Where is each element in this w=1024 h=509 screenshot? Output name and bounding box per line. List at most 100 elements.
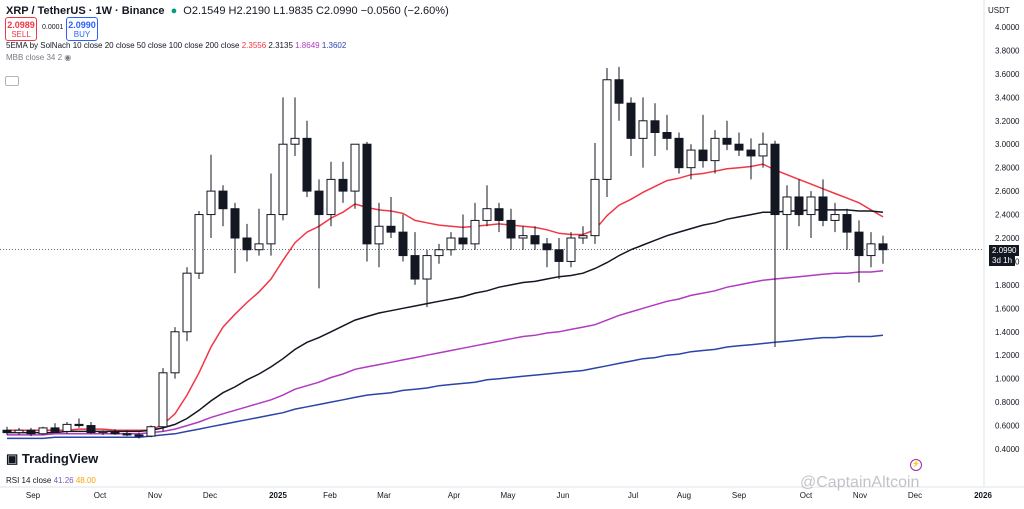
candle-body <box>794 196 804 216</box>
candle-body <box>650 120 660 134</box>
rsi-row[interactable]: RSI 14 close 41.26 48.00 <box>6 476 96 485</box>
candle-body <box>38 427 48 435</box>
collapse-legend-icon[interactable] <box>5 76 19 86</box>
candle-body <box>458 237 468 245</box>
candle-body <box>218 190 228 210</box>
market-status-icon: ● <box>170 5 178 17</box>
candle-body <box>290 137 300 145</box>
candle-body <box>350 143 360 192</box>
tradingview-logo[interactable]: ▣ TradingView <box>6 451 98 467</box>
x-tick-label: 2025 <box>269 491 287 500</box>
indicator-ema-row[interactable]: 5EMA by SolNach 10 close 20 close 50 clo… <box>6 41 346 50</box>
spread-value: 0.0001 <box>42 24 64 31</box>
candle-body <box>758 143 768 157</box>
candle-body <box>818 196 828 221</box>
candle-body <box>806 196 816 216</box>
candle-body <box>578 235 588 239</box>
eye-icon[interactable]: ◉ <box>64 53 72 62</box>
candle-body <box>518 235 528 239</box>
candle-body <box>50 427 60 432</box>
watermark: @CaptainAltcoin <box>800 474 919 492</box>
y-tick-label: 3.6000 <box>995 70 1020 79</box>
currency-label[interactable]: USDT <box>988 6 1010 15</box>
candle-body <box>62 423 72 432</box>
candle-body <box>842 214 852 233</box>
ema-value-1: 2.3556 <box>241 41 267 50</box>
candle-body <box>422 255 432 280</box>
candle-body <box>86 425 96 434</box>
buy-button[interactable]: 2.0990 BUY <box>66 17 98 41</box>
candle-body <box>434 249 444 257</box>
candle-body <box>110 430 120 435</box>
candle-body <box>146 426 156 437</box>
x-tick-label: Jun <box>557 491 570 500</box>
candle-body <box>506 219 516 239</box>
ema-value-2: 2.3135 <box>268 41 293 50</box>
x-tick-label: Oct <box>800 491 813 500</box>
last-price-tag: 2.0990 <box>989 245 1020 256</box>
candle-body <box>26 429 36 435</box>
watermark-text: @CaptainAltcoin <box>800 474 920 491</box>
candle-body <box>734 143 744 151</box>
y-tick-label: 0.4000 <box>995 445 1020 454</box>
candle-body <box>878 243 888 251</box>
ema-line-3 <box>7 270 884 436</box>
indicator-mbb-row[interactable]: MBB close 34 2 ◉ <box>6 53 71 62</box>
ema-line-4 <box>7 334 884 440</box>
x-tick-label: May <box>500 491 515 500</box>
indicator-mbb-label: MBB close 34 2 <box>6 53 63 62</box>
ohlc-readout: O2.1549 H2.2190 L1.9835 C2.0990 −0.0560 … <box>183 5 449 17</box>
candle-body <box>830 214 840 221</box>
rsi-value-1: 41.26 <box>53 476 74 485</box>
candle-body <box>614 79 624 104</box>
candle-body <box>590 178 600 237</box>
y-tick-label: 0.6000 <box>995 422 1020 431</box>
ema-value-4: 1.3602 <box>321 41 347 50</box>
candle-body <box>170 331 180 374</box>
x-tick-label: Nov <box>148 491 162 500</box>
y-tick-label: 1.8000 <box>995 281 1020 290</box>
candle-body <box>398 231 408 257</box>
buy-price: 2.0990 <box>68 20 96 30</box>
alert-bolt-icon[interactable]: ⚡ <box>910 459 922 471</box>
candle-body <box>122 433 132 436</box>
x-tick-label: Jul <box>628 491 638 500</box>
candle-body <box>746 149 756 157</box>
y-tick-label: 2.6000 <box>995 187 1020 196</box>
candle-body <box>338 178 348 192</box>
symbol-title[interactable]: XRP / TetherUS · 1W · Binance <box>6 5 165 17</box>
ema-value-3: 1.8649 <box>295 41 320 50</box>
y-tick-label: 2.4000 <box>995 211 1020 220</box>
candle-body <box>542 243 552 251</box>
indicator-ema-label: 5EMA by SolNach 10 close 20 close 50 clo… <box>6 41 240 50</box>
rsi-value-2: 48.00 <box>75 476 96 485</box>
y-tick-label: 3.2000 <box>995 117 1020 126</box>
candle-body <box>374 225 384 245</box>
candle-body <box>278 143 288 216</box>
candle-body <box>698 149 708 162</box>
sell-label: SELL <box>11 30 31 39</box>
candle-body <box>554 249 564 262</box>
x-tick-label: Oct <box>94 491 107 500</box>
candle-body <box>710 137 720 162</box>
candle-body <box>530 235 540 245</box>
x-tick-label: Aug <box>677 491 691 500</box>
candle-body <box>230 208 240 239</box>
candle-body <box>326 178 336 216</box>
candle-body <box>866 243 876 257</box>
candle-body <box>302 137 312 192</box>
sell-button[interactable]: 2.0989 SELL <box>5 17 37 41</box>
x-tick-label: Sep <box>732 491 747 500</box>
x-tick-label: Feb <box>323 491 337 500</box>
x-tick-label: Sep <box>26 491 41 500</box>
y-tick-label: 1.4000 <box>995 328 1020 337</box>
candle-body <box>362 143 372 245</box>
symbol-row: XRP / TetherUS · 1W · Binance ● O2.1549 … <box>6 5 449 17</box>
candle-body <box>98 430 108 434</box>
candle-body <box>2 429 12 434</box>
candle-body <box>494 208 504 221</box>
y-tick-label: 3.4000 <box>995 93 1020 102</box>
candle-body <box>74 423 84 427</box>
candle-body <box>410 255 420 280</box>
